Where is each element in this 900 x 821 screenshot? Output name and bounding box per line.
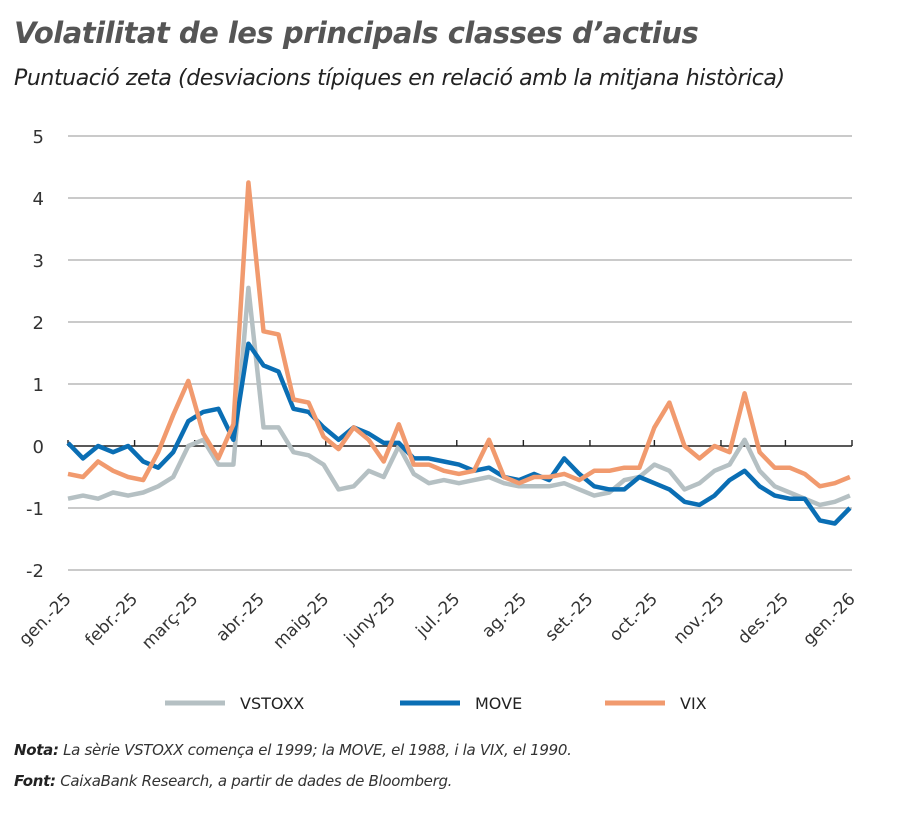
legend-label-move: MOVE <box>475 694 522 713</box>
x-tick-label: gen.-26 <box>799 589 859 649</box>
y-tick-label: -1 <box>26 499 44 520</box>
x-tick-label: gen.-25 <box>15 589 75 649</box>
chart-title: Volatilitat de les principals classes d’… <box>14 16 699 50</box>
x-tick-label: oct.-25 <box>606 589 662 645</box>
x-tick-label: ag.-25 <box>478 589 531 642</box>
series-line-vstoxx <box>67 285 851 508</box>
x-tick-label: març-25 <box>138 589 202 653</box>
note-label: Nota: <box>14 741 59 759</box>
x-tick-label: maig-25 <box>269 589 333 653</box>
legend-label-vix: VIX <box>680 694 707 713</box>
series-line-vix <box>67 180 851 489</box>
y-tick-label: 5 <box>33 127 44 148</box>
source-label: Font: <box>14 772 56 790</box>
legend-label-vstoxx: VSTOXX <box>240 694 304 713</box>
x-tick-label: set.-25 <box>542 589 598 645</box>
x-tick-label: abr.-25 <box>212 589 268 645</box>
chart-subtitle: Puntuació zeta (desviacions típiques en … <box>14 66 785 91</box>
x-tick-label: febr.-25 <box>81 589 142 650</box>
y-tick-label: 0 <box>33 437 44 458</box>
y-tick-label: 1 <box>33 375 44 396</box>
y-tick-label: 4 <box>33 189 44 210</box>
note-text: La sèrie VSTOXX comença el 1999; la MOVE… <box>58 741 572 759</box>
note-line: Nota: La sèrie VSTOXX comença el 1999; l… <box>14 741 572 759</box>
x-tick-label: nov.-25 <box>670 589 729 648</box>
y-tick-label: -2 <box>26 561 44 582</box>
x-tick-label: juny-25 <box>340 589 400 649</box>
x-tick-label: jul.-25 <box>412 589 465 642</box>
x-tick-label: des.-25 <box>734 589 793 648</box>
source-line: Font: CaixaBank Research, a partir de da… <box>14 772 452 790</box>
source-text: CaixaBank Research, a partir de dades de… <box>55 772 453 790</box>
y-tick-label: 2 <box>33 313 44 334</box>
y-tick-label: 3 <box>33 251 44 272</box>
